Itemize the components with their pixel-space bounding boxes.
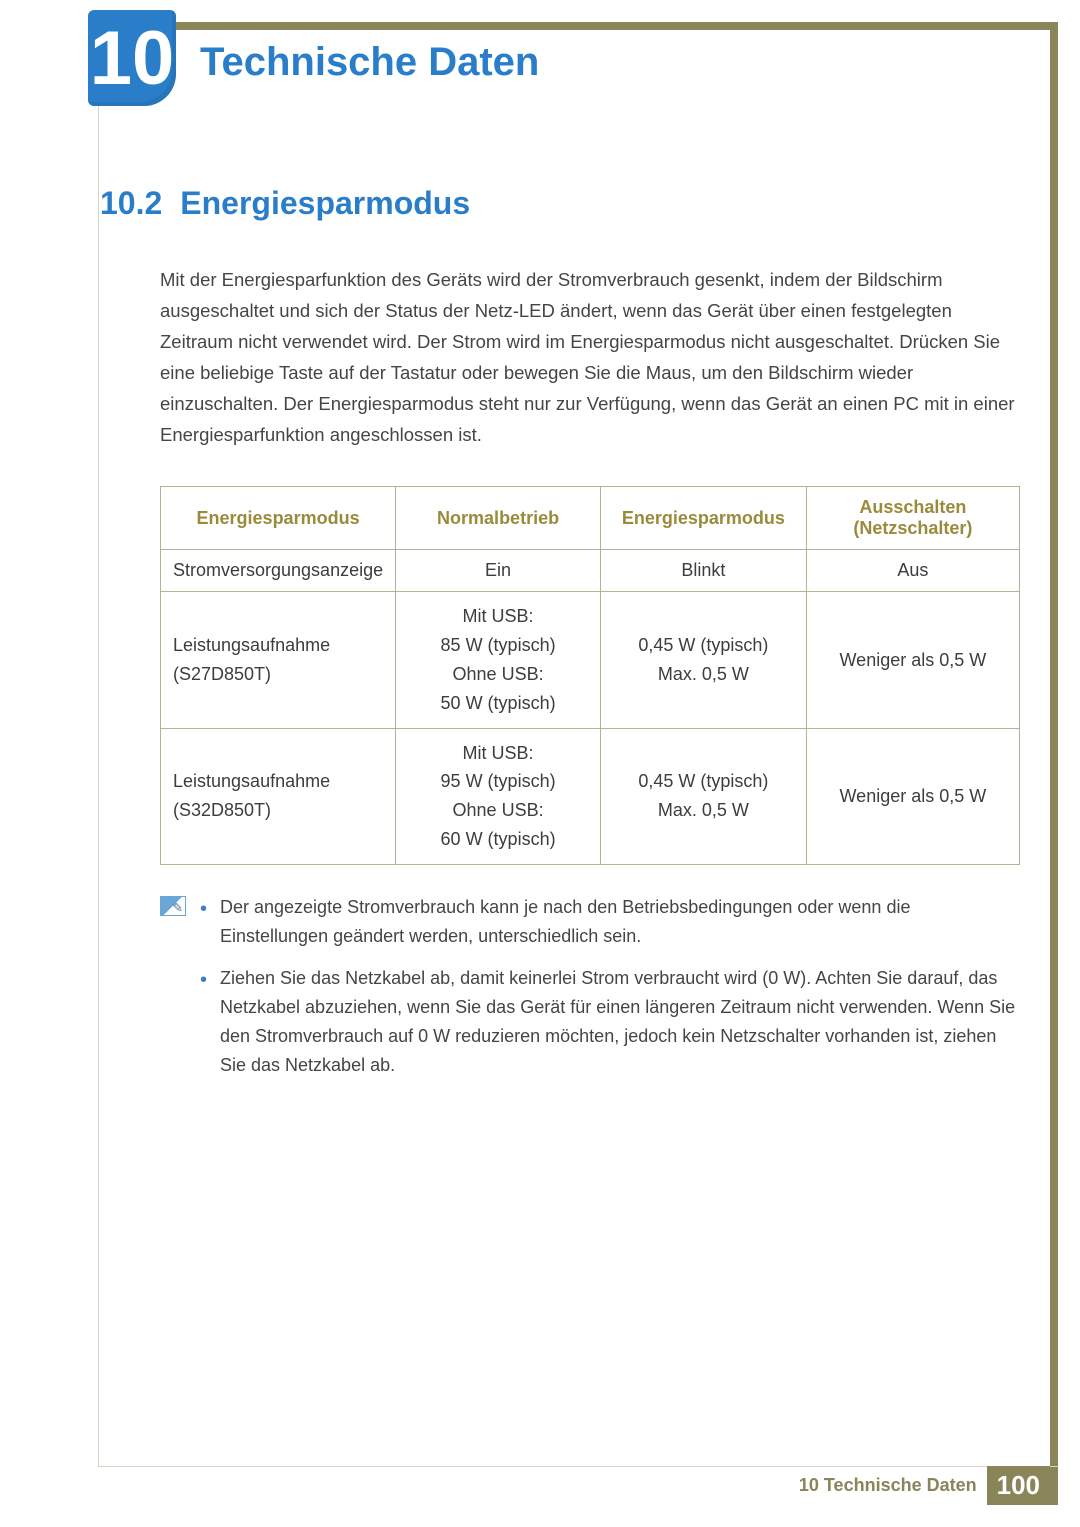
th-1: Normalbetrieb — [396, 487, 601, 550]
note-item: Der angezeigte Stromverbrauch kann je na… — [200, 893, 1020, 951]
row0-label: Stromversorgungsanzeige — [161, 550, 396, 592]
row2-c2: 0,45 W (typisch)Max. 0,5 W — [601, 728, 807, 864]
table-row: Leistungsaufnahme (S32D850T) Mit USB:95 … — [161, 728, 1020, 864]
note-block: Der angezeigte Stromverbrauch kann je na… — [160, 893, 1020, 1094]
page: 10 Technische Daten 10.2 Energiesparmodu… — [0, 0, 1080, 1527]
page-number: 100 — [987, 1466, 1050, 1505]
row1-c1: Mit USB:85 W (typisch)Ohne USB:50 W (typ… — [396, 592, 601, 728]
note-icon — [160, 896, 186, 916]
section-number: 10.2 — [100, 185, 162, 222]
content-area: 10.2 Energiesparmodus Mit der Energiespa… — [100, 185, 1020, 1094]
th-0: Energiesparmodus — [161, 487, 396, 550]
note-list: Der angezeigte Stromverbrauch kann je na… — [200, 893, 1020, 1094]
left-rule — [98, 22, 99, 1467]
row1-label: Leistungsaufnahme (S27D850T) — [161, 592, 396, 728]
th-2: Energiesparmodus — [601, 487, 807, 550]
th-3: Ausschalten (Netzschalter) — [806, 487, 1019, 550]
row1-c2: 0,45 W (typisch)Max. 0,5 W — [601, 592, 807, 728]
frame-top — [98, 22, 1058, 30]
chapter-title: Technische Daten — [200, 40, 539, 85]
row0-c1: Ein — [396, 550, 601, 592]
row2-label: Leistungsaufnahme (S32D850T) — [161, 728, 396, 864]
spec-table: Energiesparmodus Normalbetrieb Energiesp… — [160, 486, 1020, 864]
table-row: Stromversorgungsanzeige Ein Blinkt Aus — [161, 550, 1020, 592]
footer-label: 10 Technische Daten — [799, 1475, 977, 1496]
row2-c3: Weniger als 0,5 W — [806, 728, 1019, 864]
table-row: Leistungsaufnahme (S27D850T) Mit USB:85 … — [161, 592, 1020, 728]
section-title: Energiesparmodus — [180, 185, 470, 222]
frame-right — [1050, 22, 1058, 1505]
chapter-number-badge: 10 — [88, 10, 176, 106]
section-body: Mit der Energiesparfunktion des Geräts w… — [160, 264, 1020, 450]
row0-c2: Blinkt — [601, 550, 807, 592]
table-header-row: Energiesparmodus Normalbetrieb Energiesp… — [161, 487, 1020, 550]
row2-c1: Mit USB:95 W (typisch)Ohne USB:60 W (typ… — [396, 728, 601, 864]
note-item: Ziehen Sie das Netzkabel ab, damit keine… — [200, 964, 1020, 1079]
footer: 10 Technische Daten 100 — [799, 1466, 1050, 1505]
row1-c3: Weniger als 0,5 W — [806, 592, 1019, 728]
row0-c3: Aus — [806, 550, 1019, 592]
section-heading: 10.2 Energiesparmodus — [100, 185, 1020, 222]
